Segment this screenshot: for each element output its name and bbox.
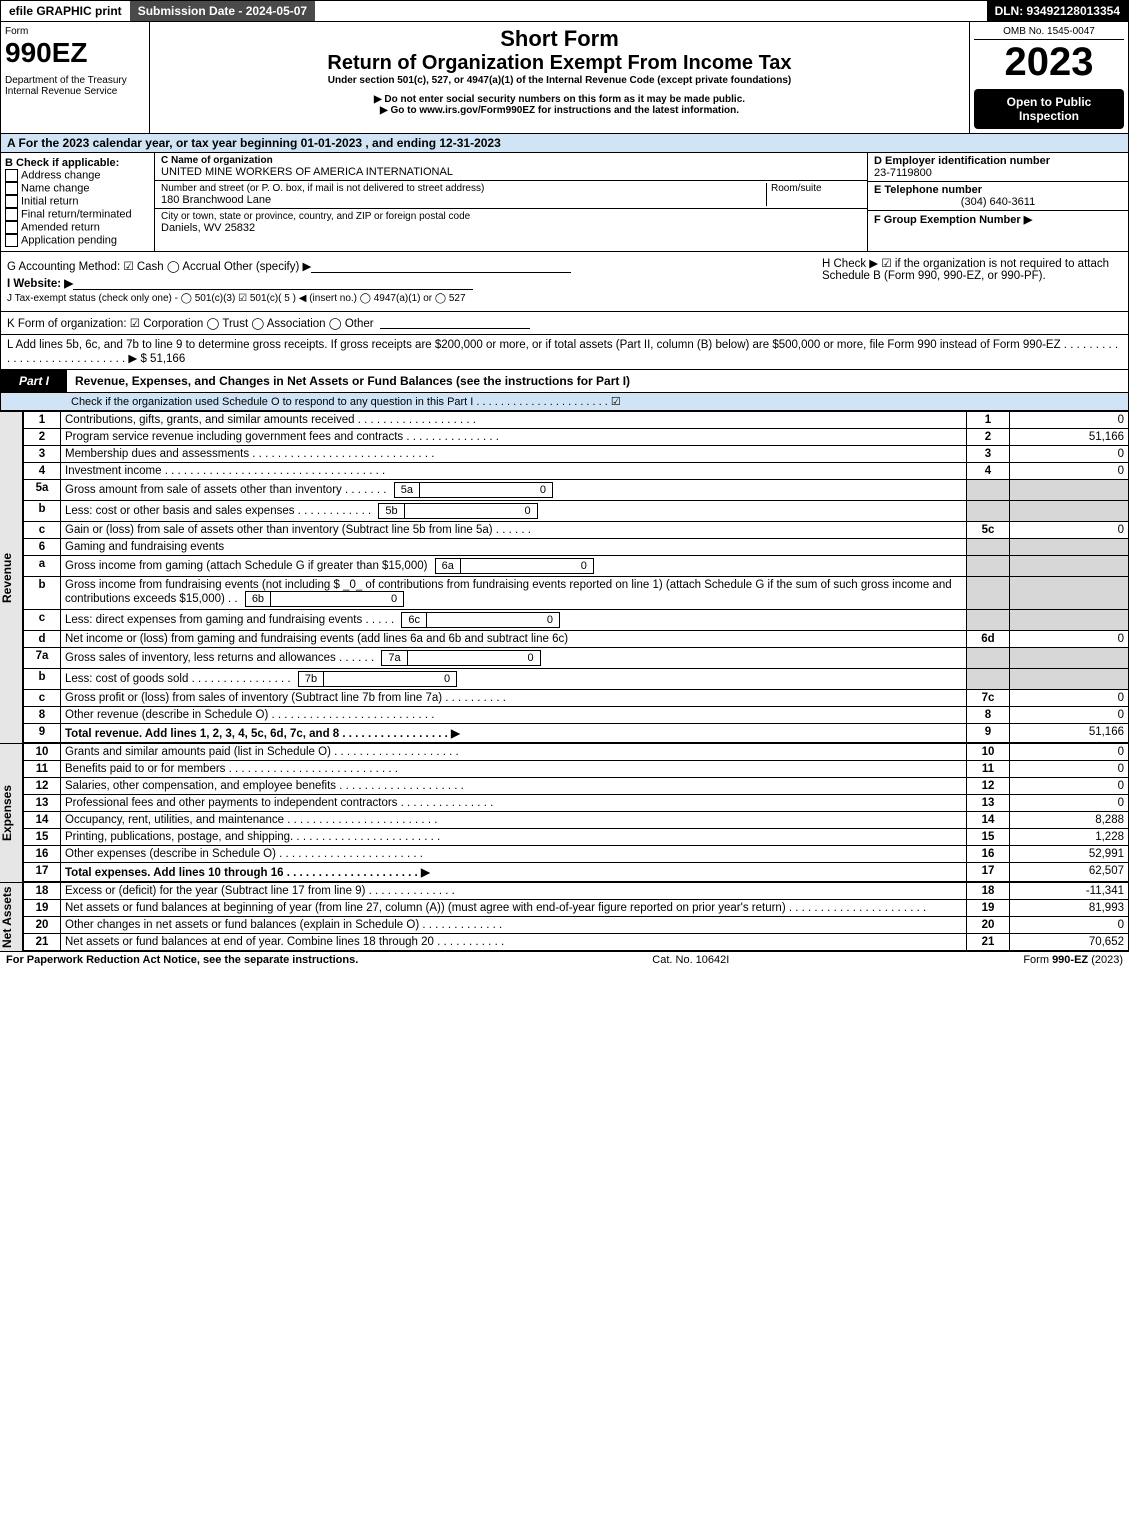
form-header: Form 990EZ Department of the Treasury In… (0, 22, 1129, 134)
netassets-section: Net Assets 18 Excess or (deficit) for th… (0, 882, 1129, 951)
b-item-5[interactable]: Application pending (5, 234, 150, 247)
dln-label: DLN: 93492128013354 (987, 1, 1128, 21)
d-ein: D Employer identification number 23-7119… (868, 153, 1128, 182)
top-bar: efile GRAPHIC print Submission Date - 20… (0, 0, 1129, 22)
goto-link[interactable]: ▶ Go to www.irs.gov/Form990EZ for instru… (154, 105, 965, 116)
form-label: Form (5, 26, 145, 37)
part1-title: Revenue, Expenses, and Changes in Net As… (67, 370, 1128, 392)
footer-right: Form 990-EZ (2023) (1023, 954, 1123, 966)
tax-year: 2023 (974, 40, 1124, 85)
footer-mid: Cat. No. 10642I (358, 954, 1023, 966)
b-item-0-label: Address change (21, 169, 101, 181)
dept-label: Department of the Treasury Internal Reve… (5, 75, 145, 97)
ssn-warning: ▶ Do not enter social security numbers o… (154, 94, 965, 105)
org-name: UNITED MINE WORKERS OF AMERICA INTERNATI… (161, 166, 861, 178)
header-mid: Short Form Return of Organization Exempt… (150, 22, 970, 133)
c-name-cell: C Name of organization UNITED MINE WORKE… (155, 153, 867, 181)
d-value: 23-7119800 (874, 167, 1122, 179)
k-underline[interactable] (380, 316, 530, 329)
line-h: H Check ▶ ☑ if the organization is not r… (814, 256, 1122, 307)
c-street-cell: Number and street (or P. O. box, if mail… (155, 181, 867, 209)
b-item-3[interactable]: Final return/terminated (5, 208, 150, 221)
netassets-table: 18 Excess or (deficit) for the year (Sub… (23, 882, 1129, 951)
k-text: K Form of organization: ☑ Corporation ◯ … (7, 316, 374, 330)
street-label: Number and street (or P. O. box, if mail… (161, 183, 766, 194)
part1-header: Part I Revenue, Expenses, and Changes in… (0, 370, 1129, 393)
revenue-sidelabel: Revenue (0, 411, 23, 743)
header-left: Form 990EZ Department of the Treasury In… (1, 22, 150, 133)
section-l: L Add lines 5b, 6c, and 7b to line 9 to … (0, 335, 1129, 370)
check-schedule-o: Check if the organization used Schedule … (0, 393, 1129, 411)
expenses-section: Expenses 10 Grants and similar amounts p… (0, 743, 1129, 882)
i-underline[interactable] (73, 277, 473, 290)
page-footer: For Paperwork Reduction Act Notice, see … (0, 951, 1129, 968)
col-b-checkboxes: B Check if applicable: Address change Na… (1, 153, 155, 251)
header-right: OMB No. 1545-0047 2023 Open to Public In… (970, 22, 1128, 133)
section-k: K Form of organization: ☑ Corporation ◯ … (0, 312, 1129, 335)
b-item-2-label: Initial return (21, 195, 78, 207)
b-item-3-label: Final return/terminated (21, 208, 132, 220)
b-item-4[interactable]: Amended return (5, 221, 150, 234)
room-label: Room/suite (766, 183, 861, 206)
b-title: B Check if applicable: (5, 157, 150, 169)
g-underline[interactable] (311, 260, 571, 273)
col-c: C Name of organization UNITED MINE WORKE… (155, 153, 868, 251)
topbar-spacer (315, 1, 986, 21)
b-item-1-label: Name change (21, 182, 90, 194)
d-label: D Employer identification number (874, 155, 1122, 167)
section-ghij: G Accounting Method: ☑ Cash ◯ Accrual Ot… (0, 252, 1129, 312)
e-value: (304) 640-3611 (874, 196, 1122, 208)
b-item-1[interactable]: Name change (5, 182, 150, 195)
netassets-sidelabel: Net Assets (0, 882, 23, 951)
c-name-label: C Name of organization (161, 155, 861, 166)
omb-number: OMB No. 1545-0047 (974, 26, 1124, 40)
expenses-sidelabel: Expenses (0, 743, 23, 882)
b-item-0[interactable]: Address change (5, 169, 150, 182)
expenses-table: 10 Grants and similar amounts paid (list… (23, 743, 1129, 882)
e-label: E Telephone number (874, 184, 1122, 196)
efile-label[interactable]: efile GRAPHIC print (1, 1, 130, 21)
return-title: Return of Organization Exempt From Incom… (154, 52, 965, 75)
form-number: 990EZ (5, 37, 145, 69)
short-form-title: Short Form (154, 26, 965, 52)
under-section: Under section 501(c), 527, or 4947(a)(1)… (154, 75, 965, 86)
f-group: F Group Exemption Number ▶ (868, 211, 1128, 228)
revenue-table: 1 Contributions, gifts, grants, and simi… (23, 411, 1129, 743)
i-text: I Website: ▶ (7, 278, 73, 290)
line-i: I Website: ▶ (7, 276, 814, 290)
e-phone: E Telephone number (304) 640-3611 (868, 182, 1128, 211)
c-city-cell: City or town, state or province, country… (155, 209, 867, 236)
open-public-badge: Open to Public Inspection (974, 89, 1124, 129)
g-text: G Accounting Method: ☑ Cash ◯ Accrual Ot… (7, 261, 311, 273)
city-label: City or town, state or province, country… (161, 211, 861, 222)
line-j: J Tax-exempt status (check only one) - ◯… (7, 293, 814, 304)
col-def: D Employer identification number 23-7119… (868, 153, 1128, 251)
section-a: A For the 2023 calendar year, or tax yea… (0, 134, 1129, 153)
part1-label: Part I (1, 370, 67, 392)
street-value: 180 Branchwood Lane (161, 194, 766, 206)
footer-left: For Paperwork Reduction Act Notice, see … (6, 954, 358, 966)
submission-date: Submission Date - 2024-05-07 (130, 1, 315, 21)
revenue-section: Revenue 1 Contributions, gifts, grants, … (0, 411, 1129, 743)
line-g: G Accounting Method: ☑ Cash ◯ Accrual Ot… (7, 259, 814, 273)
city-value: Daniels, WV 25832 (161, 222, 861, 234)
section-bcdef: B Check if applicable: Address change Na… (0, 153, 1129, 252)
b-item-5-label: Application pending (21, 234, 117, 246)
f-label: F Group Exemption Number ▶ (874, 213, 1122, 226)
b-item-2[interactable]: Initial return (5, 195, 150, 208)
b-item-4-label: Amended return (21, 221, 100, 233)
